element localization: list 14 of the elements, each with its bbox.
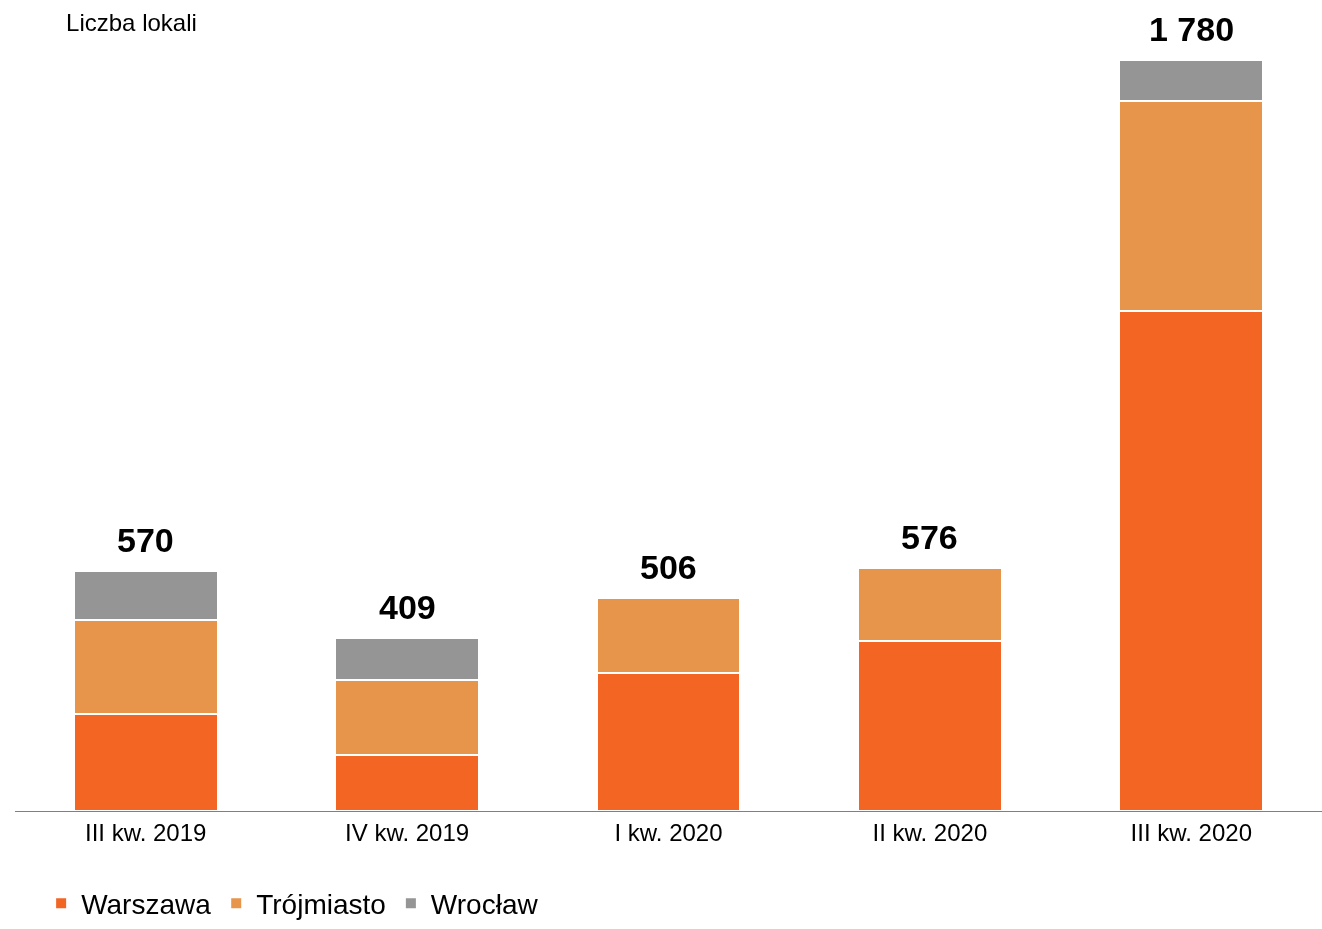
annotation: 409 — [379, 588, 436, 626]
x-tick-label: III kw. 2019 — [85, 818, 207, 846]
chart-title: Liczba lokali — [66, 8, 197, 36]
legend-label: Warszawa — [81, 889, 212, 921]
x-tick-label: I kw. 2020 — [614, 818, 723, 846]
legend-label: Trójmiasto — [256, 889, 386, 921]
annotation: 576 — [901, 518, 958, 556]
annotation: 506 — [640, 548, 697, 586]
legend-label: Wrocław — [430, 889, 539, 921]
x-tick-label: III kw. 2020 — [1130, 818, 1252, 846]
annotation: 1 780 — [1149, 10, 1235, 48]
x-tick-label: II kw. 2020 — [872, 818, 988, 846]
x-tick-label: IV kw. 2019 — [345, 818, 470, 846]
annotation: 570 — [117, 521, 174, 559]
